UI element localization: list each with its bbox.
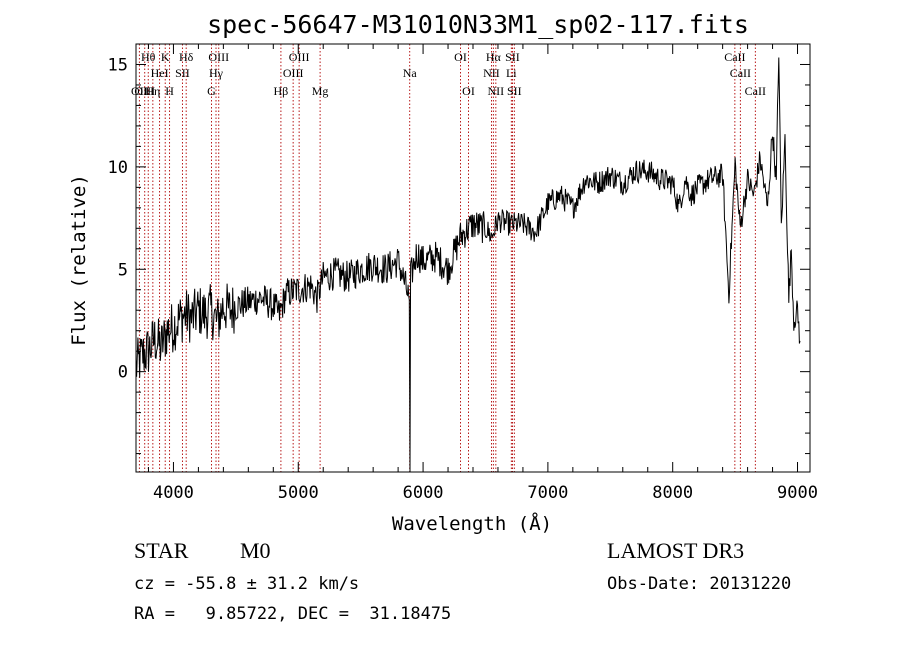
line-label: SII bbox=[175, 66, 190, 80]
line-label: Mg bbox=[312, 84, 329, 98]
line-label: Hθ bbox=[141, 50, 156, 64]
line-label: SII bbox=[507, 84, 522, 98]
y-tick-label: 0 bbox=[118, 363, 128, 383]
x-tick-label: 4000 bbox=[153, 483, 194, 503]
line-label: HeI bbox=[151, 66, 169, 80]
line-label: Na bbox=[403, 66, 418, 80]
emission-line-markers bbox=[138, 44, 756, 472]
line-label: NII bbox=[483, 66, 500, 80]
x-tick-label: 5000 bbox=[278, 483, 319, 503]
axis-ticks: 4000 5000 6000 7000 8000 9000 0 5 10 15 bbox=[108, 44, 818, 503]
line-label: OI bbox=[454, 50, 467, 64]
line-label: H bbox=[165, 84, 174, 98]
line-label: Hη bbox=[145, 84, 160, 98]
y-tick-label: 10 bbox=[108, 158, 128, 178]
spectrum-line bbox=[135, 57, 801, 473]
y-tick-label: 5 bbox=[118, 260, 128, 280]
y-tick-label: 15 bbox=[108, 55, 128, 75]
line-label: OII bbox=[131, 84, 148, 98]
survey-name: LAMOST DR3 bbox=[607, 538, 745, 563]
line-label: OIII bbox=[283, 66, 304, 80]
line-label: OI bbox=[462, 84, 475, 98]
y-axis-label: Flux (relative) bbox=[68, 174, 90, 346]
x-tick-label: 8000 bbox=[652, 483, 693, 503]
x-tick-label: 6000 bbox=[403, 483, 444, 503]
line-label: CaII bbox=[724, 50, 745, 64]
object-class: STAR bbox=[134, 538, 189, 563]
x-tick-label: 7000 bbox=[527, 483, 568, 503]
line-label: OIII bbox=[134, 84, 155, 98]
line-label: OIII bbox=[289, 50, 310, 64]
line-label: Hβ bbox=[274, 84, 289, 98]
line-label: SII bbox=[505, 50, 520, 64]
line-label: CaII bbox=[730, 66, 751, 80]
line-label: Hγ bbox=[209, 66, 224, 80]
line-label: Hδ bbox=[179, 50, 194, 64]
spectrum-series bbox=[135, 57, 801, 473]
x-axis-label: Wavelength (Å) bbox=[392, 512, 552, 535]
observation-date: Obs-Date: 20131220 bbox=[607, 574, 792, 594]
chart-title: spec-56647-M31010N33M1_sp02-117.fits bbox=[207, 10, 749, 39]
line-label: CaII bbox=[745, 84, 766, 98]
line-label: OIII bbox=[208, 50, 229, 64]
redshift-velocity: cz = -55.8 ± 31.2 km/s bbox=[134, 574, 360, 594]
line-labels: OIIOIIIHθHηHeIKHSIIHδGHγOIIIHβOIIIOIIIMg… bbox=[131, 50, 766, 98]
object-subclass: M0 bbox=[240, 538, 271, 563]
plot-frame bbox=[135, 43, 811, 473]
line-label: Li bbox=[506, 66, 517, 80]
ra-dec: RA = 9.85722, DEC = 31.18475 bbox=[134, 604, 452, 624]
line-label: G bbox=[207, 84, 216, 98]
line-label: Hα bbox=[486, 50, 502, 64]
line-label: NII bbox=[488, 84, 505, 98]
x-tick-label: 9000 bbox=[777, 483, 818, 503]
line-label: K bbox=[161, 50, 170, 64]
